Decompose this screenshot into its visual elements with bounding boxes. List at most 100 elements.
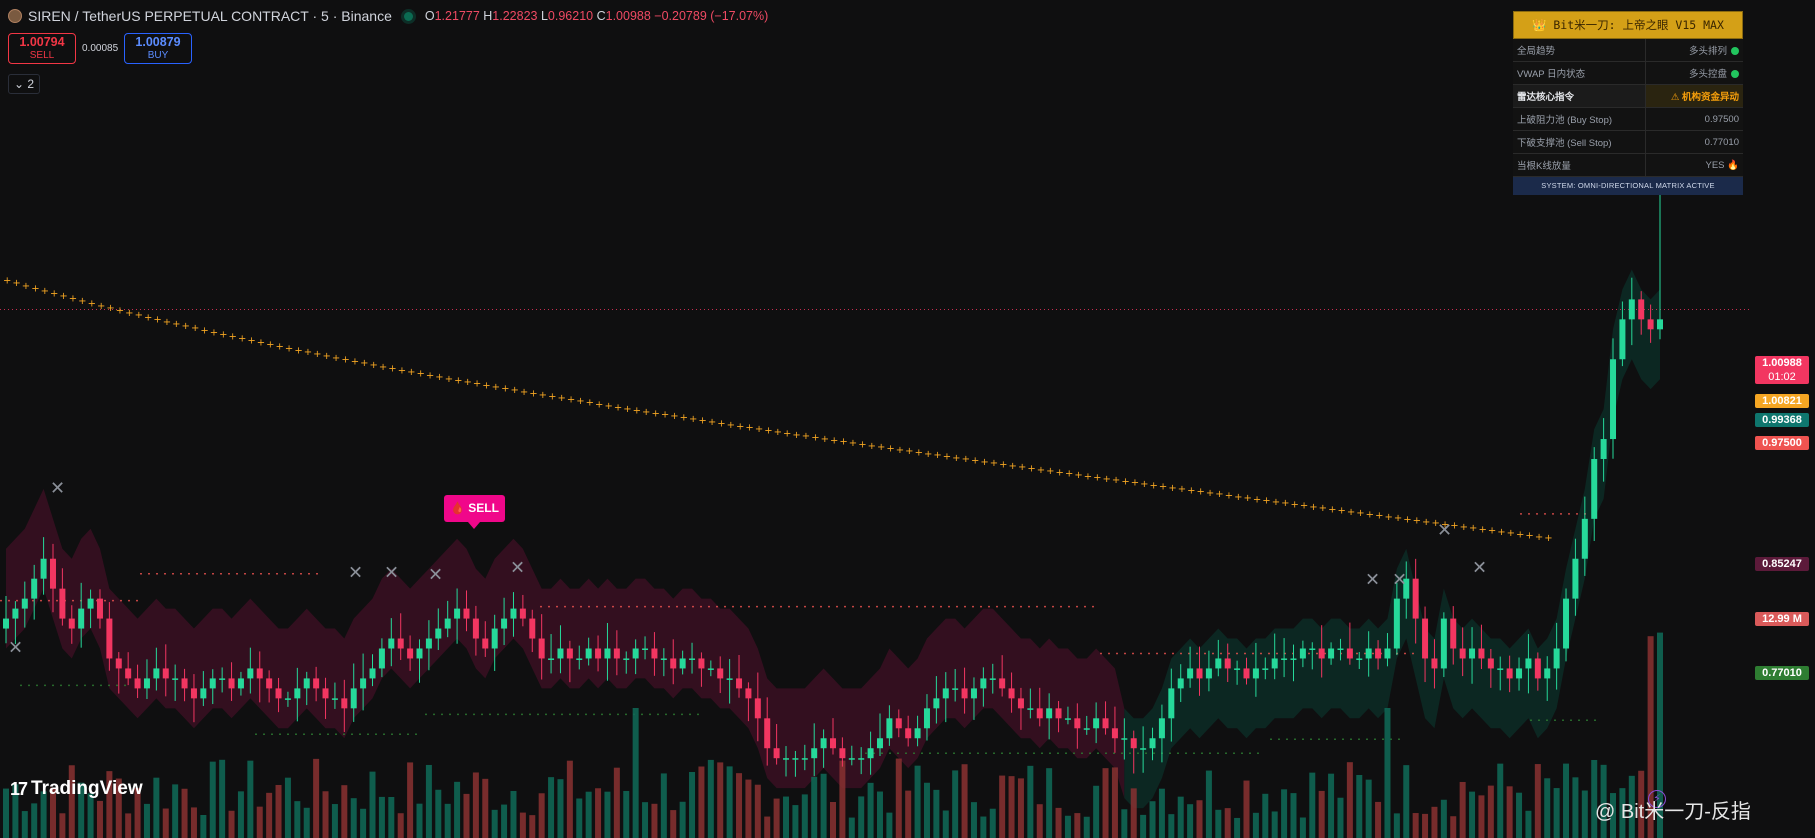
volume-bar <box>623 790 630 838</box>
vwap-marker: + <box>792 430 800 441</box>
vwap-marker: + <box>1300 501 1308 512</box>
volume-bar <box>585 791 592 838</box>
cross-marker-icon: ✕ <box>1437 520 1452 541</box>
candle-body <box>867 748 874 759</box>
candle-body <box>115 658 122 669</box>
price-axis-label: 0.85247 <box>1755 557 1809 571</box>
candle-body <box>1478 648 1485 659</box>
candle-body <box>848 758 855 760</box>
vwap-marker: + <box>1366 509 1374 520</box>
candle-body <box>162 668 169 679</box>
volume-bar <box>783 796 790 838</box>
status-dot-icon <box>1731 47 1739 55</box>
vwap-marker: + <box>1375 511 1383 522</box>
vwap-marker: + <box>915 448 923 459</box>
vwap-marker: + <box>1535 532 1543 543</box>
symbol-title[interactable]: SIREN / TetherUS PERPETUAL CONTRACT · 5 … <box>28 8 392 24</box>
volume-bar <box>313 758 320 838</box>
volume-bar <box>1252 812 1259 838</box>
volume-bar <box>1469 791 1476 838</box>
volume-bar <box>256 806 263 838</box>
vwap-marker: + <box>586 398 594 409</box>
buy-button[interactable]: 1.00879 BUY <box>124 33 192 64</box>
vwap-marker: + <box>69 294 77 305</box>
volume-bar <box>1055 807 1062 838</box>
candle-body <box>1008 688 1015 699</box>
vwap-marker: + <box>41 286 49 297</box>
candle-body <box>1215 658 1222 669</box>
volume-bar <box>96 800 103 838</box>
volume-bar <box>49 787 56 838</box>
candle-body <box>876 738 883 749</box>
price-axis-label: 0.97500 <box>1755 436 1809 450</box>
chart-header: SIREN / TetherUS PERPETUAL CONTRACT · 5 … <box>8 8 768 24</box>
vwap-marker: + <box>999 460 1007 471</box>
vwap-marker: + <box>1065 469 1073 480</box>
volume-bar <box>557 779 564 838</box>
candle-body <box>783 758 790 760</box>
candle-body <box>87 598 94 609</box>
status-dot-icon <box>1731 70 1739 78</box>
volume-bar <box>689 772 696 838</box>
vwap-marker: + <box>698 416 706 427</box>
vwap-marker: + <box>736 421 744 432</box>
candle-body <box>1440 618 1447 669</box>
candle-body <box>172 678 179 680</box>
vwap-marker: + <box>633 405 641 416</box>
volume-bar <box>1422 813 1429 838</box>
candle-body <box>1102 718 1109 729</box>
vwap-marker: + <box>1497 527 1505 538</box>
vwap-marker: + <box>1403 514 1411 525</box>
volume-bar <box>1365 779 1372 838</box>
volume-bar <box>980 816 987 838</box>
volume-bar <box>876 791 883 838</box>
candle-body <box>190 688 197 699</box>
vwap-marker: + <box>811 433 819 444</box>
volume-bar <box>360 808 367 838</box>
volume-bar <box>1619 788 1626 838</box>
candle-body <box>933 698 940 709</box>
vwap-marker: + <box>877 442 885 453</box>
sell-button[interactable]: 1.00794 SELL <box>8 33 76 64</box>
volume-bar <box>651 803 658 838</box>
volume-bar <box>172 784 179 838</box>
volume-bar <box>905 790 912 838</box>
volume-bar <box>613 767 620 838</box>
volume-bar <box>1450 816 1457 838</box>
vwap-marker: + <box>830 435 838 446</box>
vwap-marker: + <box>604 401 612 412</box>
candle-body <box>792 758 799 760</box>
candle-body <box>1064 718 1071 720</box>
vwap-marker: + <box>689 414 697 425</box>
volume-bar <box>510 790 517 838</box>
vwap-marker: + <box>1074 470 1082 481</box>
volume-bar <box>745 779 752 838</box>
volume-bar <box>1064 815 1071 838</box>
volume-bar <box>811 776 818 838</box>
indicators-toggle[interactable]: ⌄ 2 <box>8 74 40 94</box>
volume-bar <box>21 811 28 838</box>
volume-bar <box>322 791 329 838</box>
candle-body <box>78 608 85 629</box>
vwap-marker: + <box>1356 508 1364 519</box>
vwap-marker: + <box>745 423 753 434</box>
volume-bar <box>1290 793 1297 838</box>
vwap-marker: + <box>567 395 575 406</box>
candle-body <box>801 758 808 760</box>
lightning-icon[interactable]: ⚡ <box>1648 790 1666 808</box>
vwap-marker: + <box>116 306 124 317</box>
candle-body <box>839 748 846 759</box>
volume-bar <box>1375 801 1382 838</box>
candle-body <box>256 668 263 679</box>
candle-body <box>1168 688 1175 719</box>
volume-bar <box>482 778 489 838</box>
vwap-marker: + <box>3 275 11 286</box>
volume-bar <box>895 758 902 838</box>
vwap-marker: + <box>1244 493 1252 504</box>
vwap-marker: + <box>247 336 255 347</box>
volume-bar <box>1356 774 1363 838</box>
candle-body <box>294 688 301 699</box>
bear-cloud <box>6 488 1125 799</box>
vwap-marker: + <box>360 358 368 369</box>
